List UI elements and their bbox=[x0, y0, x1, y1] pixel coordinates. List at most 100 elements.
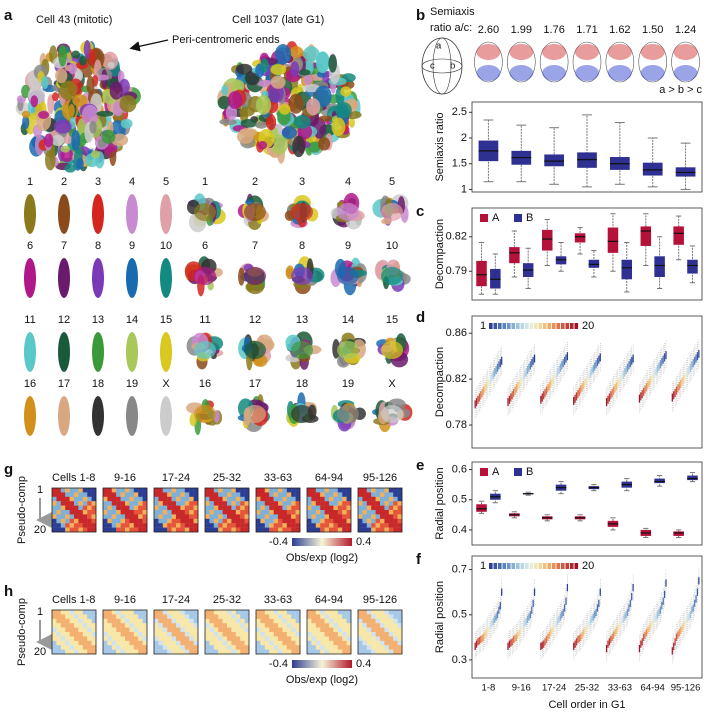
strand bbox=[89, 120, 97, 134]
heat-cell bbox=[388, 510, 394, 515]
box bbox=[498, 606, 500, 614]
heat-cell bbox=[362, 505, 367, 511]
heat-cell bbox=[213, 627, 219, 633]
box bbox=[491, 372, 493, 381]
heat-cell bbox=[384, 618, 389, 624]
heat-cell bbox=[65, 492, 70, 497]
heat-cell bbox=[52, 627, 57, 633]
heat-cell bbox=[189, 501, 194, 506]
heat-cell bbox=[158, 632, 163, 637]
box bbox=[495, 613, 497, 621]
legend-swatch bbox=[514, 468, 522, 476]
heat-cell bbox=[218, 527, 223, 533]
heat-cell bbox=[52, 501, 57, 506]
heat-cell bbox=[393, 501, 398, 506]
heat-cell bbox=[65, 518, 70, 524]
heat-cell bbox=[320, 627, 325, 633]
heat-cell bbox=[346, 510, 352, 515]
heat-cell bbox=[180, 618, 185, 624]
heat-cell bbox=[65, 640, 70, 646]
heat-cell bbox=[256, 488, 261, 493]
chromosome-label: 11 bbox=[199, 314, 210, 326]
heat-cell bbox=[240, 627, 245, 633]
legend-swatch bbox=[489, 563, 493, 569]
heat-cell bbox=[264, 496, 270, 502]
box bbox=[615, 626, 617, 635]
heat-cell bbox=[180, 640, 185, 646]
heat-cell bbox=[282, 649, 287, 655]
heat-cell bbox=[278, 632, 283, 637]
ratio-label: 1.71 bbox=[576, 24, 597, 36]
heat-cell bbox=[388, 614, 394, 619]
y-tick-label: 0.5 bbox=[452, 494, 467, 506]
heat-cell bbox=[333, 505, 338, 511]
heat-cell bbox=[193, 514, 199, 519]
heat-cell bbox=[91, 488, 97, 493]
heat-cell bbox=[231, 610, 236, 615]
chromosome-label: 18 bbox=[92, 378, 104, 390]
strand bbox=[81, 104, 99, 127]
heat-cell bbox=[244, 649, 250, 655]
heat-cell bbox=[291, 632, 296, 637]
box bbox=[510, 393, 512, 402]
heat-cell bbox=[176, 518, 181, 524]
chromosome-label: 2 bbox=[252, 176, 258, 188]
column-title: 9-16 bbox=[114, 472, 136, 484]
heat-cell bbox=[375, 623, 381, 628]
heat-cell bbox=[167, 488, 172, 493]
heat-cell bbox=[278, 514, 283, 519]
heat-cell bbox=[311, 496, 316, 502]
box bbox=[558, 365, 560, 374]
chromosome-label: 5 bbox=[389, 176, 395, 188]
heat-cell bbox=[333, 514, 338, 519]
axis-letter: b bbox=[450, 61, 455, 72]
box bbox=[619, 620, 622, 628]
strand bbox=[294, 114, 311, 129]
heat-cell bbox=[154, 649, 159, 655]
heat-cell bbox=[129, 618, 134, 624]
heat-cell bbox=[107, 610, 112, 615]
heat-cell bbox=[120, 501, 126, 506]
heat-cell bbox=[397, 527, 403, 533]
heat-cell bbox=[167, 514, 172, 519]
heat-cell bbox=[205, 505, 210, 511]
heat-cell bbox=[103, 618, 108, 624]
heat-cell bbox=[384, 505, 389, 511]
heat-cell bbox=[366, 488, 372, 493]
heat-cell bbox=[180, 627, 185, 633]
heat-cell bbox=[231, 645, 236, 650]
heat-cell bbox=[111, 623, 117, 628]
strand bbox=[44, 133, 54, 148]
box bbox=[515, 633, 518, 641]
column-title: 9-16 bbox=[114, 594, 136, 606]
heat-cell bbox=[116, 618, 121, 624]
heat-cell bbox=[362, 523, 367, 528]
heat-cell bbox=[184, 527, 190, 533]
heat-cell bbox=[78, 514, 83, 519]
heat-cell bbox=[397, 632, 403, 637]
heat-cell bbox=[125, 523, 130, 528]
heat-cell bbox=[278, 636, 283, 641]
legend-swatch bbox=[502, 323, 507, 329]
heat-cell bbox=[209, 527, 214, 533]
box bbox=[648, 378, 650, 387]
heat-cell bbox=[91, 501, 97, 506]
chromosome bbox=[244, 203, 266, 221]
heat-cell bbox=[337, 492, 343, 497]
heat-cell bbox=[107, 627, 112, 633]
chromosome-label: 14 bbox=[126, 314, 138, 326]
box bbox=[557, 617, 559, 626]
heat-cell bbox=[227, 610, 232, 615]
box bbox=[643, 387, 645, 396]
heat-cell bbox=[213, 527, 219, 533]
heat-cell bbox=[142, 623, 148, 628]
heat-cell bbox=[393, 640, 398, 646]
heat-cell bbox=[138, 636, 143, 641]
heat-cell bbox=[291, 645, 296, 650]
heat-cell bbox=[65, 614, 70, 619]
heat-cell bbox=[393, 523, 398, 528]
heat-cell bbox=[176, 492, 181, 497]
heat-cell bbox=[315, 636, 321, 641]
heat-cell bbox=[235, 514, 241, 519]
heat-cell bbox=[107, 501, 112, 506]
